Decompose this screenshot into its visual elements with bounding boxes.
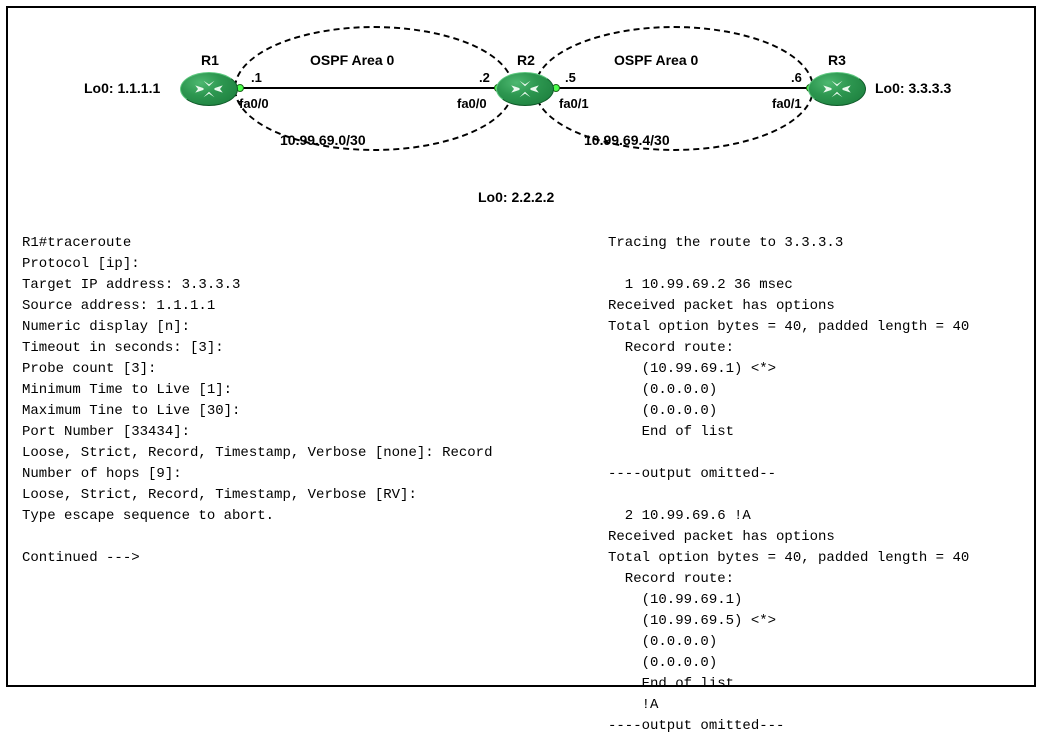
area-label-2: OSPF Area 0: [614, 52, 698, 68]
subnet-2: 10.99.69.4/30: [584, 132, 670, 148]
terminal-left-column: R1#traceroute Protocol [ip]: Target IP a…: [22, 233, 608, 737]
subnet-1: 10.99.69.0/30: [280, 132, 366, 148]
router-icon-r1: [180, 72, 238, 106]
loopback-r2: Lo0: 2.2.2.2: [478, 189, 554, 205]
router-icon-r2: [496, 72, 554, 106]
router-arrows-icon: [506, 78, 544, 100]
loopback-r1: Lo0: 1.1.1.1: [84, 80, 160, 96]
router-label-r1: R1: [201, 52, 219, 68]
if-l2-left: fa0/1: [559, 96, 589, 111]
router-arrows-icon: [190, 78, 228, 100]
loopback-r3: Lo0: 3.3.3.3: [875, 80, 951, 96]
router-label-r2: R2: [517, 52, 535, 68]
router-icon-r3: [808, 72, 866, 106]
octet-l2-left: .5: [565, 70, 576, 85]
router-label-r3: R3: [828, 52, 846, 68]
link-line-2: [538, 87, 816, 89]
if-l1-right: fa0/0: [457, 96, 487, 111]
octet-l2-right: .6: [791, 70, 802, 85]
area-label-1: OSPF Area 0: [310, 52, 394, 68]
octet-l1-right: .2: [479, 70, 490, 85]
router-arrows-icon: [818, 78, 856, 100]
outer-frame: R1 R2 R3 Lo0: 1.1.1.1 Lo0: 3.3.3.3 Lo0: …: [6, 6, 1036, 687]
if-l1-left: fa0/0: [239, 96, 269, 111]
if-l2-right: fa0/1: [772, 96, 802, 111]
link-line-1: [238, 87, 514, 89]
network-diagram: R1 R2 R3 Lo0: 1.1.1.1 Lo0: 3.3.3.3 Lo0: …: [8, 14, 1034, 214]
terminal-right-column: Tracing the route to 3.3.3.3 1 10.99.69.…: [608, 233, 969, 737]
octet-l1-left: .1: [251, 70, 262, 85]
terminal-output: R1#traceroute Protocol [ip]: Target IP a…: [22, 233, 1028, 737]
